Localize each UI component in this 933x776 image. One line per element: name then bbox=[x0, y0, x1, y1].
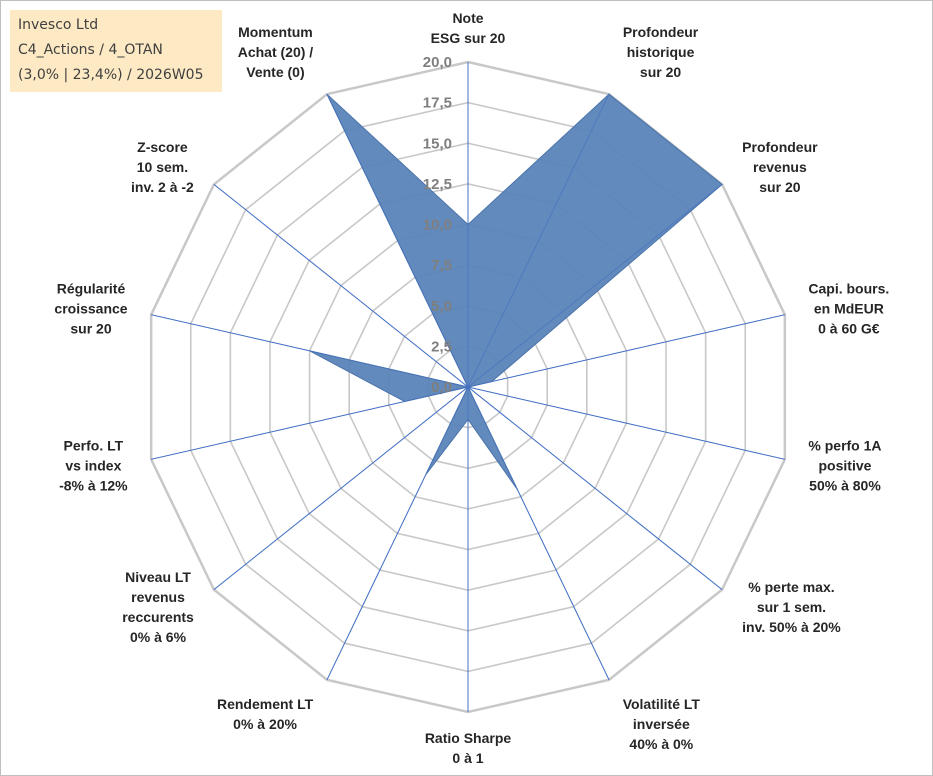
axis-label-line: 0 à 60 G€ bbox=[818, 320, 880, 336]
axis-spoke-overlay bbox=[467, 314, 785, 388]
axis-label-line: positive bbox=[819, 458, 872, 474]
axis-label: Rendement LT 0% à 20% bbox=[217, 696, 314, 732]
axis-label-line: Vente (0) bbox=[246, 64, 304, 80]
axis-label: Momentum Achat (20) / Vente (0) bbox=[238, 24, 314, 80]
axis-spoke-overlay bbox=[151, 314, 469, 388]
axis-label-line: revenus bbox=[753, 159, 807, 175]
axis-spoke-overlay bbox=[467, 184, 723, 388]
axis-labels: Note ESG sur 20 Profondeur historique sur 20… bbox=[54, 10, 889, 766]
axis-label-line: en MdEUR bbox=[814, 300, 884, 316]
axis-label-line: Perfo. LT bbox=[64, 438, 124, 454]
axis-spoke-overlay bbox=[467, 386, 610, 680]
axis-label-line: 0 à 1 bbox=[452, 750, 483, 766]
axis-label-line: % perfo 1A bbox=[808, 438, 881, 454]
axis-label-line: sur 1 sem. bbox=[757, 599, 826, 615]
axis-spoke-overlay bbox=[213, 386, 469, 590]
axis-label-line: 40% à 0% bbox=[629, 736, 693, 752]
axis-label-line: Niveau LT bbox=[125, 569, 191, 585]
axis-label-line: inv. 2 à -2 bbox=[131, 179, 194, 195]
axis-label-line: revenus bbox=[131, 589, 185, 605]
axis-label: % perte max. sur 1 sem. inv. 50% à 20% bbox=[742, 579, 841, 635]
axis-label-line: reccurents bbox=[122, 609, 194, 625]
axis-label-line: Z-score bbox=[137, 139, 188, 155]
tick-label: 15,0 bbox=[423, 135, 452, 152]
axis-label-line: sur 20 bbox=[759, 179, 800, 195]
axis-spoke-overlay bbox=[467, 94, 610, 388]
axis-label: Régularité croissance sur 20 bbox=[54, 280, 127, 336]
tick-label: 0,0 bbox=[431, 379, 452, 396]
axis-label-line: Momentum bbox=[238, 24, 313, 40]
category-label: C4_Actions / 4_OTAN bbox=[18, 42, 163, 58]
axis-label: Z-score 10 sem. inv. 2 à -2 bbox=[131, 139, 194, 195]
radial-tick-labels: 0,0 2,5 5,0 7,5 10,0 12,5 15,0 17,5 20,0 bbox=[423, 54, 452, 396]
info-box: Invesco Ltd C4_Actions / 4_OTAN (3,0% | … bbox=[10, 10, 222, 92]
axis-label-line: Capi. bours. bbox=[808, 280, 889, 296]
axis-label: Ratio Sharpe 0 à 1 bbox=[425, 730, 512, 766]
axis-label-line: croissance bbox=[54, 300, 127, 316]
axis-label-line: Régularité bbox=[57, 280, 126, 296]
tick-label: 10,0 bbox=[423, 217, 452, 234]
axis-label-line: 10 sem. bbox=[137, 159, 188, 175]
axis-label-line: Profondeur bbox=[742, 139, 818, 155]
stats-label: (3,0% | 23,4%) / 2026W05 bbox=[18, 67, 204, 83]
axis-label-line: % perte max. bbox=[748, 579, 834, 595]
axis-spoke-overlay bbox=[213, 184, 469, 388]
axis-label-line: Rendement LT bbox=[217, 696, 314, 712]
axis-label-line: inversée bbox=[633, 716, 690, 732]
axis-label: Profondeur historique sur 20 bbox=[623, 24, 699, 80]
axis-label-line: 0% à 6% bbox=[130, 629, 187, 645]
axis-label-line: sur 20 bbox=[640, 64, 681, 80]
axis-label-line: Note bbox=[452, 10, 483, 26]
axis-label: Perfo. LT vs index -8% à 12% bbox=[59, 438, 128, 494]
axis-label-line: Volatilité LT bbox=[623, 696, 701, 712]
tick-label: 12,5 bbox=[423, 176, 452, 193]
axis-label: Capi. bours. en MdEUR 0 à 60 G€ bbox=[808, 280, 889, 336]
axis-label-line: vs index bbox=[65, 458, 121, 474]
axis-label-line: Ratio Sharpe bbox=[425, 730, 512, 746]
axis-label: Niveau LT revenus reccurents 0% à 6% bbox=[122, 569, 194, 645]
company-name: Invesco Ltd bbox=[18, 17, 99, 33]
axis-label: Volatilité LT inversée 40% à 0% bbox=[623, 696, 701, 752]
tick-label: 5,0 bbox=[431, 298, 452, 315]
axis-label-line: ESG sur 20 bbox=[431, 30, 506, 46]
axis-label-line: Profondeur bbox=[623, 24, 699, 40]
tick-label: 7,5 bbox=[431, 257, 452, 274]
axis-label-line: 50% à 80% bbox=[809, 478, 881, 494]
tick-label: 17,5 bbox=[423, 95, 452, 112]
axis-spoke-overlay bbox=[326, 94, 469, 388]
axis-spoke-overlay bbox=[467, 386, 785, 460]
tick-label: 2,5 bbox=[431, 338, 452, 355]
axis-label-line: historique bbox=[627, 44, 695, 60]
axis-label-line: inv. 50% à 20% bbox=[742, 619, 841, 635]
axis-label: % perfo 1A positive 50% à 80% bbox=[808, 438, 881, 494]
axis-label-line: -8% à 12% bbox=[59, 478, 128, 494]
axis-spoke-overlay bbox=[467, 386, 723, 590]
axis-label-line: 0% à 20% bbox=[233, 716, 297, 732]
axis-label-line: sur 20 bbox=[70, 320, 111, 336]
axis-spoke-overlay bbox=[151, 386, 469, 460]
axis-label: Note ESG sur 20 bbox=[431, 10, 506, 46]
axis-label: Profondeur revenus sur 20 bbox=[742, 139, 818, 195]
axis-spoke-overlay bbox=[326, 386, 469, 680]
radar-series bbox=[151, 62, 785, 712]
tick-label: 20,0 bbox=[423, 54, 452, 71]
axis-label-line: Achat (20) / bbox=[238, 44, 314, 60]
